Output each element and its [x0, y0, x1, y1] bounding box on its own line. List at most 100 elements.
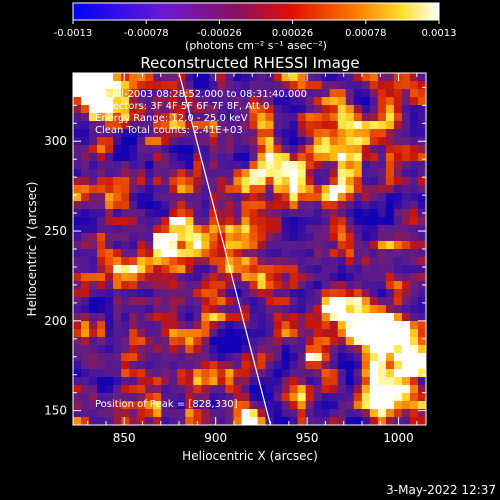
heatmap-cell [377, 353, 387, 362]
heatmap-cell [385, 81, 395, 90]
heatmap-cell [305, 273, 315, 282]
heatmap-cell [185, 281, 194, 290]
heatmap-cell [337, 337, 347, 346]
heatmap-cell [329, 353, 339, 362]
heatmap-cell [113, 297, 122, 306]
heatmap-cell [401, 321, 411, 330]
heatmap-cell [329, 177, 339, 186]
heatmap-cell [161, 257, 170, 266]
heatmap-cell [257, 313, 267, 322]
heatmap-cell [401, 289, 411, 298]
heatmap-cell [241, 313, 251, 322]
heatmap-cell [417, 289, 426, 298]
heatmap-cell [265, 233, 275, 242]
heatmap-cell [369, 321, 379, 330]
heatmap-cell [337, 113, 347, 122]
heatmap-cell [249, 97, 259, 106]
heatmap-cell [241, 265, 251, 274]
heatmap-cell [297, 97, 307, 106]
heatmap-cell [73, 265, 82, 274]
heatmap-cell [97, 113, 106, 122]
heatmap-cell [129, 337, 138, 346]
heatmap-cell [73, 249, 82, 258]
heatmap-cell [73, 153, 82, 162]
heatmap-cell [273, 321, 283, 330]
heatmap-cell [225, 113, 235, 122]
heatmap-cell [321, 129, 331, 138]
heatmap-cell [105, 121, 114, 130]
heatmap-cell [81, 273, 90, 282]
heatmap-cell [385, 257, 395, 266]
heatmap-cell [401, 345, 411, 354]
heatmap-cell [193, 305, 202, 314]
heatmap-cell [233, 361, 243, 370]
heatmap-cell [305, 201, 315, 210]
heatmap-cell [81, 193, 90, 202]
heatmap-cell [113, 377, 122, 386]
heatmap-cell [145, 121, 154, 130]
heatmap-cell [121, 249, 130, 258]
heatmap-cell [345, 353, 355, 362]
heatmap-cell [169, 241, 178, 250]
heatmap-cell [417, 385, 426, 394]
heatmap-cell [329, 305, 339, 314]
heatmap-cell [217, 105, 227, 114]
heatmap-cell [145, 201, 154, 210]
heatmap-cell [161, 313, 170, 322]
heatmap-cell [97, 385, 106, 394]
heatmap-cell [369, 273, 379, 282]
heatmap-cell [369, 401, 379, 410]
heatmap-cell [289, 153, 299, 162]
heatmap-cell [345, 105, 355, 114]
heatmap-cell [345, 417, 355, 425]
heatmap-cell [369, 281, 379, 290]
heatmap-cell [193, 321, 202, 330]
heatmap-cell [377, 121, 387, 130]
heatmap-cell [129, 329, 138, 338]
heatmap-cell [377, 393, 387, 402]
heatmap-cell [401, 185, 411, 194]
heatmap-cell [177, 121, 186, 130]
heatmap-cell [281, 137, 291, 146]
heatmap-cell [217, 73, 227, 82]
heatmap-cell [417, 281, 426, 290]
heatmap-cell [129, 241, 138, 250]
heatmap-cell [201, 305, 210, 314]
heatmap-cell [417, 353, 426, 362]
heatmap-cell [361, 121, 371, 130]
heatmap-cell [393, 361, 403, 370]
heatmap-cell [393, 81, 403, 90]
heatmap-cell [233, 377, 243, 386]
heatmap-cell [121, 345, 130, 354]
heatmap-cell [145, 345, 154, 354]
heatmap-cell [209, 169, 219, 178]
heatmap-cell [73, 169, 82, 178]
heatmap-cell [81, 305, 90, 314]
heatmap-cell [321, 81, 331, 90]
heatmap-cell [137, 321, 146, 330]
heatmap-cell [289, 81, 299, 90]
heatmap-cell [73, 297, 82, 306]
heatmap-cell [345, 241, 355, 250]
heatmap-cell [281, 225, 291, 234]
heatmap-cell [209, 105, 219, 114]
heatmap-cell [257, 169, 267, 178]
heatmap-cell [177, 289, 186, 298]
heatmap-cell [89, 129, 98, 138]
heatmap-cell [297, 129, 307, 138]
heatmap-cell [233, 369, 243, 378]
heatmap-cell [393, 297, 403, 306]
heatmap-cell [249, 313, 259, 322]
heatmap-cell [297, 289, 307, 298]
heatmap-cell [329, 169, 339, 178]
heatmap-cell [273, 297, 283, 306]
heatmap-cell [361, 393, 371, 402]
heatmap-cell [337, 233, 347, 242]
heatmap-cell [361, 217, 371, 226]
heatmap-cell [169, 393, 178, 402]
heatmap-cell [209, 233, 219, 242]
heatmap-cell [137, 305, 146, 314]
heatmap-cell [289, 241, 299, 250]
heatmap-cell [289, 105, 299, 114]
heatmap-cell [337, 241, 347, 250]
